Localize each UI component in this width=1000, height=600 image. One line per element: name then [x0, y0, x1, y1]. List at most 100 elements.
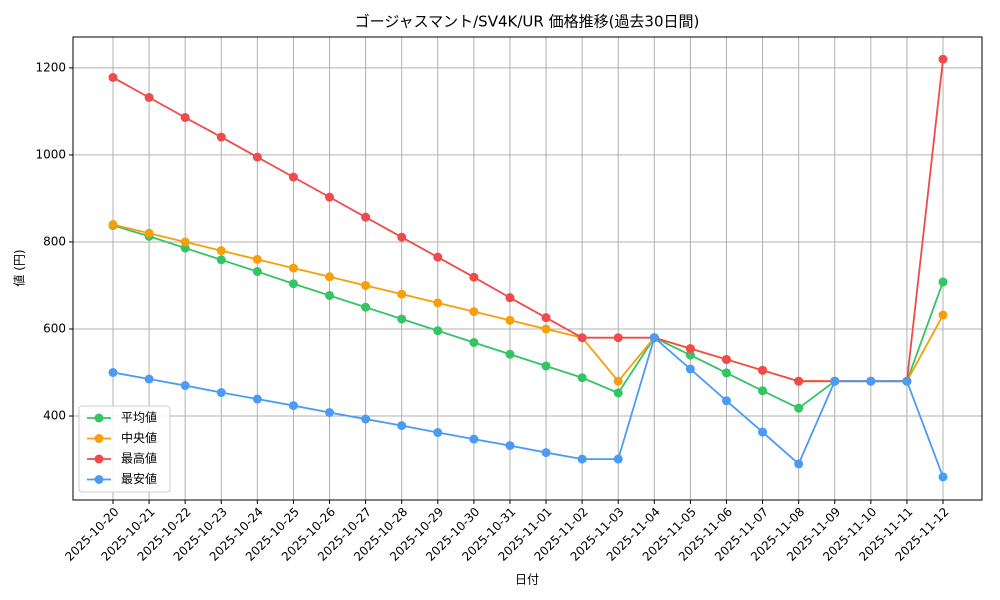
- data-point: [794, 403, 804, 413]
- data-point: [613, 454, 623, 464]
- data-point: [541, 313, 551, 323]
- data-point: [433, 298, 443, 308]
- data-point: [577, 373, 587, 383]
- data-point: [325, 192, 335, 202]
- chart-title: ゴージャスマント/SV4K/UR 価格推移(過去30日間): [355, 13, 700, 31]
- legend-box: [78, 405, 171, 493]
- legend-label: 平均値: [121, 410, 157, 425]
- y-tick-label: 1200: [35, 60, 66, 74]
- series-line: [112, 223, 944, 383]
- data-point: [505, 315, 515, 325]
- data-point: [397, 289, 407, 299]
- data-point: [252, 394, 262, 404]
- data-point: [216, 388, 226, 398]
- data-point: [794, 459, 804, 469]
- x-axis-label: 日付: [515, 573, 539, 587]
- data-point: [325, 290, 335, 300]
- y-axis-label: 値 (円): [12, 249, 27, 286]
- data-point: [433, 428, 443, 438]
- data-point: [577, 333, 587, 343]
- data-point: [144, 228, 154, 238]
- data-point: [938, 310, 948, 320]
- data-point: [252, 254, 262, 264]
- data-point: [433, 252, 443, 262]
- series-line: [112, 59, 944, 383]
- y-tick-label: 1000: [35, 147, 66, 161]
- data-point: [361, 302, 371, 312]
- data-point: [397, 421, 407, 431]
- data-point: [505, 441, 515, 451]
- data-point: [938, 54, 948, 64]
- data-point: [252, 152, 262, 162]
- data-point: [469, 434, 479, 444]
- series-line: [112, 224, 944, 410]
- data-point: [288, 279, 298, 289]
- data-point: [505, 349, 515, 359]
- data-point: [541, 448, 551, 458]
- data-point: [613, 376, 623, 386]
- legend-marker: [94, 454, 104, 464]
- legend-label: 最安値: [121, 471, 157, 486]
- data-point: [180, 381, 190, 391]
- data-point: [685, 344, 695, 354]
- data-point: [866, 376, 876, 386]
- data-point: [758, 427, 768, 437]
- data-point: [758, 386, 768, 396]
- data-point: [108, 220, 118, 230]
- data-point: [938, 277, 948, 287]
- data-point: [541, 324, 551, 334]
- data-point: [180, 237, 190, 247]
- y-tick-label: 600: [43, 321, 66, 335]
- series-line: [112, 336, 944, 478]
- data-point: [577, 454, 587, 464]
- data-point: [433, 326, 443, 336]
- data-point: [252, 267, 262, 277]
- data-point: [794, 376, 804, 386]
- legend-marker: [94, 413, 104, 423]
- data-point: [325, 408, 335, 418]
- data-point: [721, 354, 731, 364]
- data-point: [108, 72, 118, 82]
- data-point: [288, 401, 298, 411]
- legend-label: 最高値: [121, 451, 157, 466]
- data-point: [108, 368, 118, 378]
- data-point: [938, 472, 948, 482]
- data-point: [288, 263, 298, 273]
- data-point: [613, 388, 623, 398]
- data-point: [830, 376, 840, 386]
- data-point: [216, 255, 226, 265]
- data-point: [180, 113, 190, 123]
- data-point: [469, 272, 479, 282]
- data-point: [685, 364, 695, 374]
- legend-label: 中央値: [121, 430, 157, 445]
- data-point: [649, 333, 659, 343]
- data-point: [397, 314, 407, 324]
- data-point: [721, 368, 731, 378]
- data-point: [721, 396, 731, 406]
- data-point: [144, 374, 154, 384]
- y-tick-label: 800: [43, 234, 66, 248]
- data-point: [613, 333, 623, 343]
- plot-frame: [72, 36, 983, 501]
- legend-marker: [94, 475, 104, 484]
- data-point: [361, 280, 371, 290]
- data-point: [469, 337, 479, 347]
- data-point: [288, 172, 298, 182]
- data-point: [216, 132, 226, 142]
- data-point: [325, 272, 335, 282]
- data-point: [469, 307, 479, 317]
- legend-marker: [94, 434, 104, 443]
- data-point: [361, 414, 371, 424]
- data-point: [902, 376, 912, 386]
- data-point: [685, 350, 695, 360]
- data-point: [758, 365, 768, 375]
- data-point: [144, 92, 154, 102]
- data-point: [541, 361, 551, 371]
- data-point: [216, 246, 226, 256]
- data-point: [397, 232, 407, 242]
- data-point: [361, 212, 371, 222]
- data-point: [505, 293, 515, 303]
